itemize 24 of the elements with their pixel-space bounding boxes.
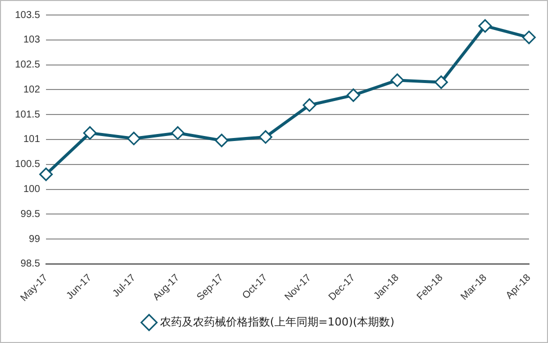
point [39,168,53,182]
y-tick-label: 99.5 [20,208,40,220]
point [522,30,536,44]
y-tick-label: 102 [23,84,40,96]
y-tick-label: 98.5 [20,258,40,270]
point [434,75,448,89]
y-tick-label: 99 [28,234,40,245]
point [214,134,228,148]
point [83,126,97,140]
legend-label: 农药及农药械价格指数(上年同期=100)(本期数) [160,315,394,328]
y-tick-label: 101.5 [14,109,40,120]
y-tick-label: 103.5 [14,10,40,21]
y-tick-label: 102.5 [14,60,40,71]
point [478,19,492,33]
point [302,98,316,112]
point [390,73,404,87]
point [127,132,141,146]
y-tick-label: 100.5 [14,159,40,170]
point [258,130,272,144]
point [170,126,184,140]
y-tick-label: 101 [23,134,40,146]
y-tick-label: 103 [23,34,40,46]
point [346,88,360,102]
y-tick-label: 100 [23,184,40,196]
